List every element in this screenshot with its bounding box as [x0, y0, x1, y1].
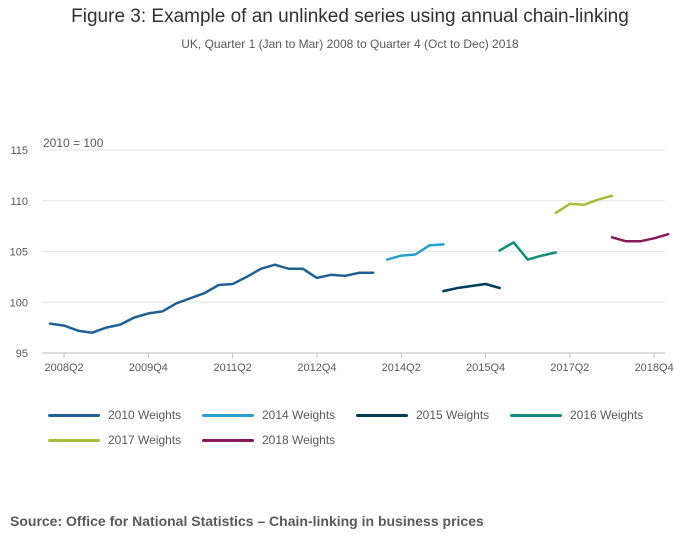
series-lines [48, 194, 670, 334]
legend-swatch [510, 413, 562, 417]
x-tick-label: 2015Q4 [466, 362, 505, 374]
legend-label: 2016 Weights [570, 408, 644, 422]
legend-item: 2016 Weights [510, 408, 643, 422]
x-tick-label: 2017Q2 [550, 362, 589, 374]
y-tick-label: 110 [10, 196, 28, 208]
legend-swatch [48, 413, 100, 417]
legend-label: 2017 Weights [108, 433, 182, 447]
series-line-2015-weights [442, 282, 501, 293]
series-line-2014-weights [385, 243, 445, 261]
legend-item: 2014 Weights [202, 408, 335, 422]
legend-item: 2018 Weights [202, 433, 335, 447]
x-tick-label: 2018Q4 [635, 362, 674, 374]
legend-label: 2014 Weights [262, 408, 336, 422]
y-tick-label: 95 [16, 348, 28, 360]
legend-label: 2010 Weights [108, 408, 182, 422]
x-tick-label: 2012Q4 [297, 362, 336, 374]
x-tick-label: 2008Q2 [44, 362, 83, 374]
series-line-2016-weights [498, 241, 558, 261]
y-axis: 95 100 105 110 115 [10, 145, 28, 360]
legend-item: 2015 Weights [356, 408, 489, 422]
legend-item: 2010 Weights [48, 408, 181, 422]
legend-item: 2017 Weights [48, 433, 181, 447]
chart-subtitle: UK, Quarter 1 (Jan to Mar) 2008 to Quart… [181, 37, 519, 51]
y-tick-label: 105 [10, 247, 28, 259]
legend-label: 2018 Weights [262, 433, 336, 447]
x-tick-label: 2011Q2 [213, 362, 251, 374]
chart-annotation: 2010 = 100 [43, 136, 104, 150]
y-tick-label: 100 [10, 297, 28, 309]
gridlines [42, 149, 665, 303]
legend-swatch [202, 413, 254, 417]
x-axis: 2008Q2 2009Q4 2011Q2 2012Q4 2014Q2 2015Q4 2017… [42, 352, 674, 374]
legend-swatch [48, 438, 100, 442]
series-line-2010-weights [48, 263, 375, 334]
series-line-2018-weights [610, 232, 670, 243]
legend-label: 2015 Weights [416, 408, 490, 422]
y-tick-label: 115 [10, 145, 28, 157]
series-line-2017-weights [554, 194, 614, 215]
x-tick-label: 2014Q2 [382, 362, 421, 374]
legend-swatch [202, 438, 254, 442]
source-note: Source: Office for National Statistics –… [10, 513, 484, 529]
chart-title: Figure 3: Example of an unlinked series … [71, 6, 629, 27]
x-tick-label: 2009Q4 [129, 362, 168, 374]
legend-swatch [356, 413, 408, 417]
